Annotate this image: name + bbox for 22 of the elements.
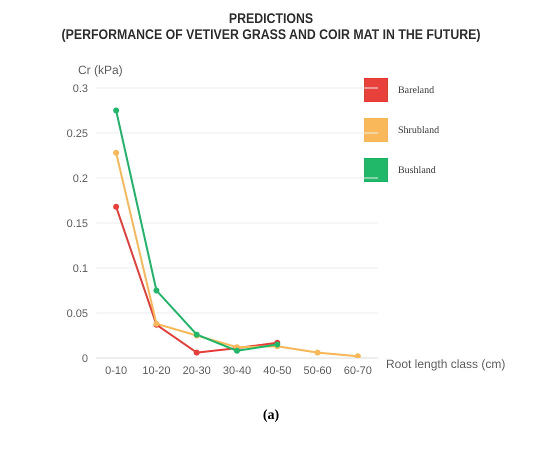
y-tick-label: 0.15	[66, 218, 88, 230]
y-tick-label: 0.25	[66, 128, 88, 140]
x-tick-label: 40-50	[263, 364, 292, 377]
legend-label: Bareland	[398, 84, 434, 96]
x-tick-label: 30-40	[222, 364, 252, 377]
x-tick-label: 60-70	[344, 364, 372, 377]
y-axis-title: Cr (kPa)	[78, 63, 123, 77]
x-axis-title: Root length class (cm)	[386, 357, 506, 371]
text: (a)	[262, 408, 280, 424]
x-tick-label: 0-10	[105, 364, 128, 377]
x-tick-label: 10-20	[142, 364, 170, 377]
legend-label: Shrubland	[398, 124, 440, 136]
x-tick-label: 20-30	[182, 364, 211, 377]
chart-subtitle: (PERFORMANCE OF VETIVER GRASS AND COIR MAT IN THE FUTURE)	[60, 26, 482, 42]
y-tick-label: 0.2	[72, 172, 88, 185]
y-tick-label: 0	[82, 352, 88, 365]
y-tick-label: 0.05	[66, 308, 88, 320]
legend-label: Bushland	[398, 164, 436, 176]
y-tick-label: 0.1	[72, 262, 88, 275]
chart-title: PREDICTIONS	[228, 10, 314, 26]
y-tick-label: 0.3	[72, 82, 88, 95]
x-tick-label: 50-60	[304, 364, 332, 377]
